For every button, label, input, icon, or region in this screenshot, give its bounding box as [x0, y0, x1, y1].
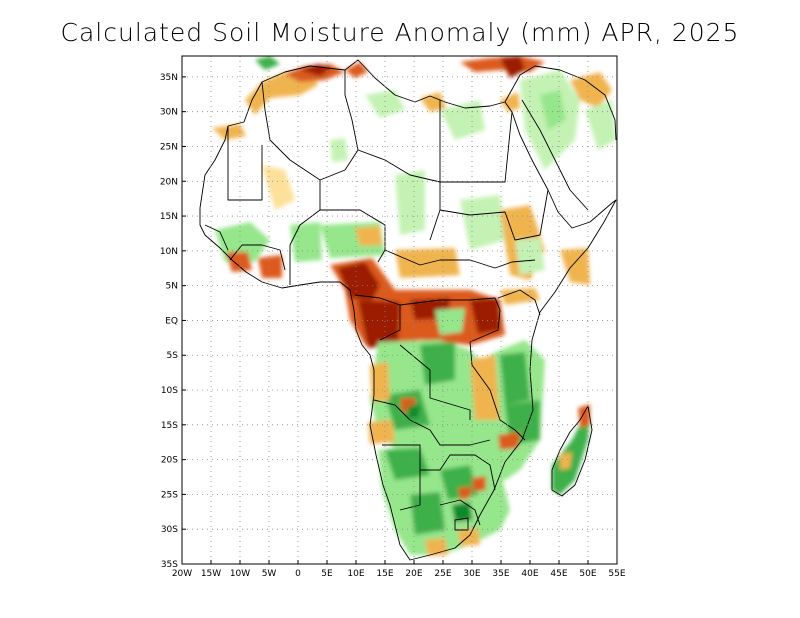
anomaly-dry-patch — [560, 248, 590, 285]
anomaly-dry-patch — [262, 165, 295, 210]
border-line — [289, 180, 321, 285]
border-line — [382, 444, 421, 511]
arabia-coastline — [504, 65, 617, 141]
y-tick-label: 30S — [161, 525, 178, 535]
latitude-axis: 35N 30N 25N 20N 15N 10N 5N EQ 5S 10S 15S 20S 25S 30S 3… — [160, 73, 186, 570]
anomaly-wet-patch — [395, 170, 425, 235]
anomaly-wet-patch — [290, 222, 322, 262]
anomaly-wet-patch — [460, 195, 505, 250]
x-tick-label: 45E — [550, 569, 567, 579]
anomaly-wet-patch — [540, 90, 566, 130]
anomaly-dry-patch — [258, 255, 282, 278]
border-line — [439, 499, 481, 526]
anomaly-dry-patch — [500, 288, 540, 305]
anomaly-wet-patch — [440, 100, 485, 140]
x-tick-label: 25E — [434, 569, 451, 579]
y-tick-label: 5N — [166, 282, 178, 292]
y-tick-label: 5S — [167, 351, 179, 361]
anomaly-dry-patch — [498, 432, 520, 450]
y-tick-label: 15N — [160, 212, 178, 222]
anomaly-very-dry-patch — [500, 56, 525, 78]
y-tick-label: EQ — [165, 316, 178, 326]
y-tick-label: 10N — [160, 247, 178, 257]
y-tick-label: 25N — [160, 142, 178, 152]
y-tick-label: 15S — [161, 421, 178, 431]
anomaly-wet-patch — [500, 352, 530, 405]
anomaly-dry-patch — [470, 355, 500, 420]
x-tick-label: 55E — [608, 569, 625, 579]
y-tick-label: 20S — [161, 456, 178, 466]
anomaly-dry-patch — [345, 62, 368, 78]
x-tick-label: 5W — [262, 569, 277, 579]
anomaly-very-dry-patch — [338, 262, 380, 300]
border-line — [229, 244, 286, 271]
y-tick-label: 35N — [160, 73, 178, 83]
y-tick-label: 25S — [161, 490, 178, 500]
anomaly-dry-patch — [570, 72, 612, 108]
anomaly-dry-patch — [560, 452, 572, 470]
x-tick-label: 15E — [376, 569, 393, 579]
border-line — [420, 454, 496, 491]
x-tick-label: 15W — [201, 569, 221, 579]
anomaly-dry-patch — [472, 476, 486, 492]
red-sea-east — [521, 99, 589, 211]
x-tick-label: 40E — [521, 569, 538, 579]
anomaly-wet-patch — [255, 56, 280, 70]
longitude-axis: 20W 15W 10W 5W 0 5E 10E 15E 20E 25E 30E 35E 40E 45E 50… — [172, 560, 626, 579]
anomaly-very-dry-patch — [300, 64, 332, 76]
border-line — [227, 126, 263, 201]
anomaly-dry-patch — [355, 226, 382, 246]
x-tick-label: 50E — [579, 569, 596, 579]
border-line — [497, 289, 541, 316]
x-tick-label: 0 — [295, 569, 301, 579]
border-line — [399, 344, 471, 420]
country-borders — [199, 59, 617, 561]
anomaly-wet-patch — [365, 90, 405, 118]
anomaly-wet-patch — [585, 100, 616, 150]
border-line — [454, 517, 469, 531]
anomaly-dry-patch — [458, 528, 480, 546]
border-line — [204, 224, 229, 251]
anomaly-dry-patch — [420, 92, 446, 112]
border-line — [439, 100, 513, 183]
anomaly-wet-patch — [452, 502, 472, 522]
anomaly-dry-patch — [578, 404, 590, 428]
anomaly-dry-patch — [368, 420, 395, 444]
anomaly-wet-patch — [435, 308, 465, 335]
y-tick-label: 20N — [160, 177, 178, 187]
y-tick-label: 30N — [160, 108, 178, 118]
y-tick-label: 10S — [161, 386, 178, 396]
x-tick-label: 5E — [321, 569, 333, 579]
anomaly-wet-patch — [330, 138, 348, 162]
x-tick-label: 10E — [347, 569, 364, 579]
map-frame — [181, 55, 618, 565]
anomaly-dry-patch — [458, 486, 472, 500]
anomaly-very-dry-patch — [358, 300, 400, 348]
x-tick-label: 30E — [463, 569, 480, 579]
anomaly-wet-patch — [420, 342, 455, 385]
africa-coastline — [199, 59, 617, 561]
x-tick-label: 20E — [405, 569, 422, 579]
border-line — [384, 249, 536, 269]
y-tick-label: 35S — [161, 560, 178, 570]
madagascar-coastline — [551, 405, 593, 497]
anomaly-wet-patch — [385, 448, 430, 480]
map-title: Calculated Soil Moisture Anomaly (mm) AP… — [60, 18, 740, 47]
anomaly-dry-patch — [212, 124, 246, 140]
anomaly-wet-patch — [410, 492, 445, 535]
border-line — [357, 149, 441, 241]
x-tick-label: 10W — [230, 569, 250, 579]
anomaly-very-dry-patch — [470, 298, 500, 334]
border-line — [320, 209, 386, 263]
border-line — [373, 399, 491, 446]
anomaly-dry-patch — [226, 252, 252, 272]
border-line — [439, 189, 549, 241]
x-tick-label: 20W — [172, 569, 192, 579]
border-line — [399, 297, 501, 343]
anomaly-dry-patch — [370, 362, 390, 402]
border-line — [261, 70, 359, 181]
anomaly-dry-patch — [500, 92, 520, 112]
x-tick-label: 35E — [492, 569, 509, 579]
